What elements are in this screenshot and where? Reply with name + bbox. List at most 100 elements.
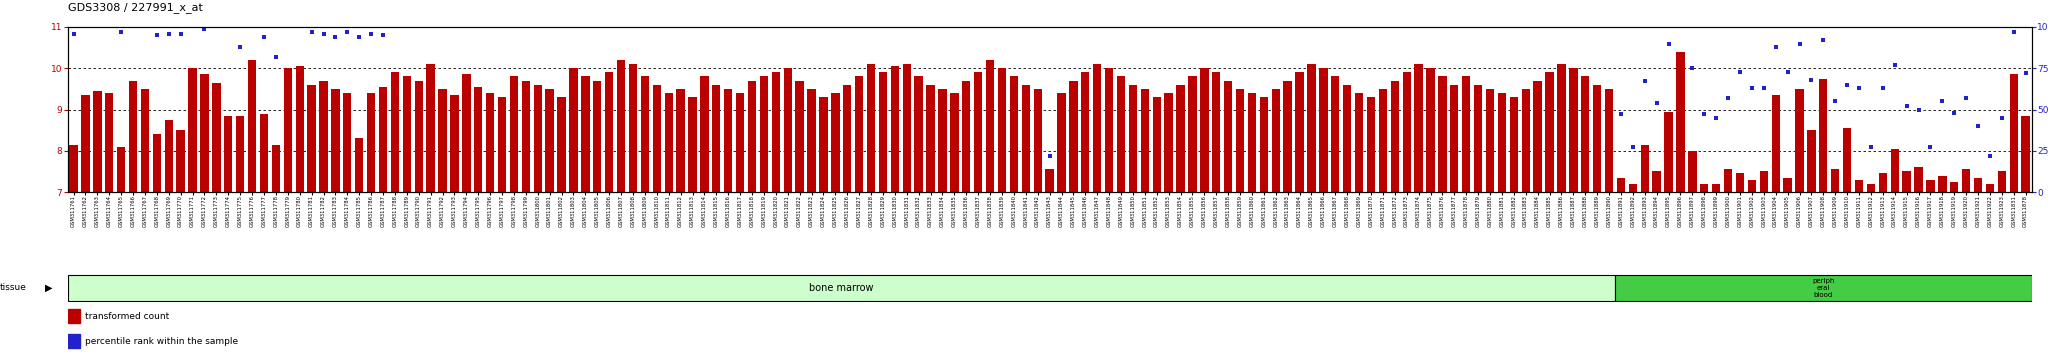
Point	[104, 29, 137, 35]
Bar	[1128, 85, 1137, 192]
Point	[367, 33, 399, 38]
Point	[414, 14, 446, 20]
Bar	[164, 120, 172, 192]
Bar	[557, 97, 565, 192]
Point	[1391, 16, 1423, 22]
Bar	[1235, 89, 1245, 192]
Bar	[522, 81, 530, 192]
Point	[844, 16, 877, 22]
Point	[129, 13, 162, 18]
Bar	[2009, 74, 2017, 192]
Point	[592, 16, 625, 22]
Bar	[950, 93, 958, 192]
Bar	[438, 89, 446, 192]
Bar	[594, 81, 602, 192]
Point	[1819, 98, 1851, 104]
Bar	[604, 72, 612, 192]
Bar	[903, 64, 911, 192]
Point	[688, 16, 721, 22]
Point	[1284, 16, 1317, 22]
Point	[782, 18, 815, 23]
Bar	[975, 72, 983, 192]
Text: tissue: tissue	[0, 284, 27, 292]
Point	[401, 18, 434, 23]
Bar	[1450, 85, 1458, 192]
Point	[1675, 65, 1708, 71]
Point	[498, 16, 530, 22]
Point	[963, 16, 995, 22]
Bar	[854, 76, 864, 192]
Bar	[1356, 93, 1364, 192]
Text: bone marrow: bone marrow	[809, 283, 874, 293]
Point	[1212, 16, 1245, 22]
Bar	[985, 60, 993, 192]
Bar	[1712, 184, 1720, 192]
Point	[1653, 41, 1686, 46]
Bar	[1522, 89, 1530, 192]
Point	[1438, 18, 1470, 23]
Point	[1890, 103, 1923, 109]
Point	[1784, 41, 1817, 46]
Point	[1569, 16, 1602, 22]
Bar	[1331, 76, 1339, 192]
Point	[451, 16, 483, 22]
Point	[616, 16, 649, 22]
Bar	[201, 74, 209, 192]
Bar	[1593, 85, 1602, 192]
Bar	[1569, 68, 1577, 192]
Bar	[1475, 85, 1483, 192]
Bar	[1034, 89, 1042, 192]
Bar	[1165, 93, 1174, 192]
Bar	[1260, 97, 1268, 192]
Point	[176, 18, 209, 23]
Bar	[1616, 275, 2032, 301]
Point	[1425, 16, 1458, 22]
Point	[748, 16, 780, 22]
Point	[1485, 19, 1518, 25]
Point	[1475, 18, 1507, 23]
Bar	[283, 68, 293, 192]
Bar	[963, 81, 971, 192]
Bar	[1843, 128, 1851, 192]
Bar	[451, 95, 459, 192]
Bar	[735, 93, 743, 192]
Bar	[82, 95, 90, 192]
Point	[1176, 16, 1208, 22]
Point	[879, 14, 911, 20]
Point	[903, 16, 936, 22]
Point	[891, 14, 924, 20]
Point	[532, 18, 565, 23]
Point	[604, 16, 637, 22]
Point	[1319, 16, 1352, 22]
Bar	[1903, 171, 1911, 192]
Bar	[154, 134, 162, 192]
Point	[997, 16, 1030, 22]
Bar	[510, 76, 518, 192]
Point	[545, 19, 578, 25]
Point	[819, 18, 852, 23]
Point	[1604, 112, 1636, 117]
Bar	[1806, 130, 1817, 192]
Text: transformed count: transformed count	[86, 312, 170, 321]
Bar	[332, 89, 340, 192]
Point	[1962, 123, 1995, 129]
Bar	[700, 76, 709, 192]
Bar	[1688, 151, 1696, 192]
Bar	[1831, 169, 1839, 192]
Point	[1855, 145, 1888, 150]
Bar	[473, 87, 483, 192]
Point	[260, 54, 293, 59]
Point	[319, 34, 352, 40]
Text: ▶: ▶	[45, 283, 53, 293]
Bar	[819, 97, 827, 192]
Bar	[1974, 178, 1982, 192]
Point	[653, 18, 686, 23]
Bar	[1462, 76, 1470, 192]
Bar	[1677, 52, 1686, 192]
Bar	[463, 74, 471, 192]
Point	[1403, 14, 1436, 20]
Bar	[1022, 85, 1030, 192]
Bar	[92, 91, 102, 192]
Point	[485, 18, 518, 23]
Bar	[1997, 171, 2007, 192]
